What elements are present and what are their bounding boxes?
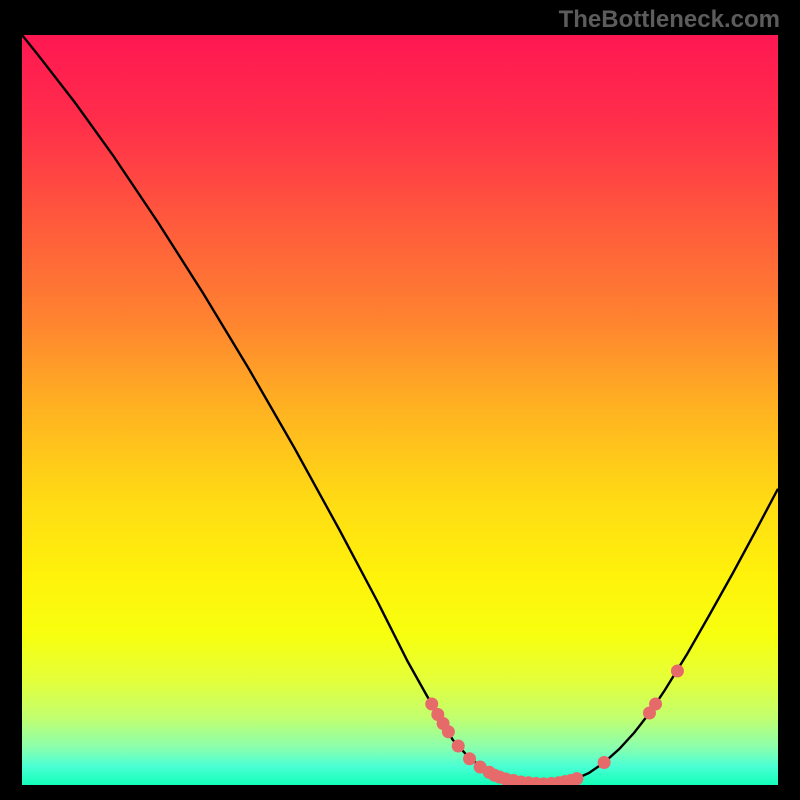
plot-area xyxy=(22,35,778,785)
chart-frame: TheBottleneck.com xyxy=(0,0,800,800)
data-marker xyxy=(442,725,455,738)
data-marker xyxy=(598,756,611,769)
watermark-text: TheBottleneck.com xyxy=(559,6,780,34)
bottleneck-curve xyxy=(22,35,778,784)
data-marker xyxy=(570,772,583,785)
data-marker xyxy=(671,665,684,678)
data-marker xyxy=(452,740,465,753)
data-marker xyxy=(649,698,662,711)
data-marker xyxy=(463,752,476,765)
chart-svg xyxy=(22,35,778,785)
